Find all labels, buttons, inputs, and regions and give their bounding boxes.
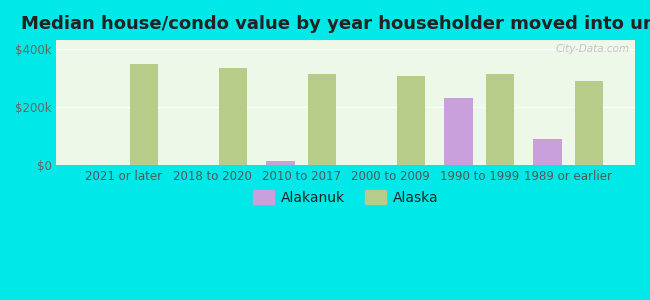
Bar: [130, 64, 159, 165]
Bar: [533, 140, 562, 165]
Bar: [575, 81, 603, 165]
Bar: [486, 74, 514, 165]
Bar: [266, 161, 294, 165]
Legend: Alakanuk, Alaska: Alakanuk, Alaska: [247, 184, 445, 210]
Bar: [397, 76, 425, 165]
Bar: [444, 98, 473, 165]
Bar: [219, 68, 248, 165]
Title: Median house/condo value by year householder moved into unit: Median house/condo value by year househo…: [21, 15, 650, 33]
Bar: [308, 74, 337, 165]
Text: City-Data.com: City-Data.com: [555, 44, 629, 54]
